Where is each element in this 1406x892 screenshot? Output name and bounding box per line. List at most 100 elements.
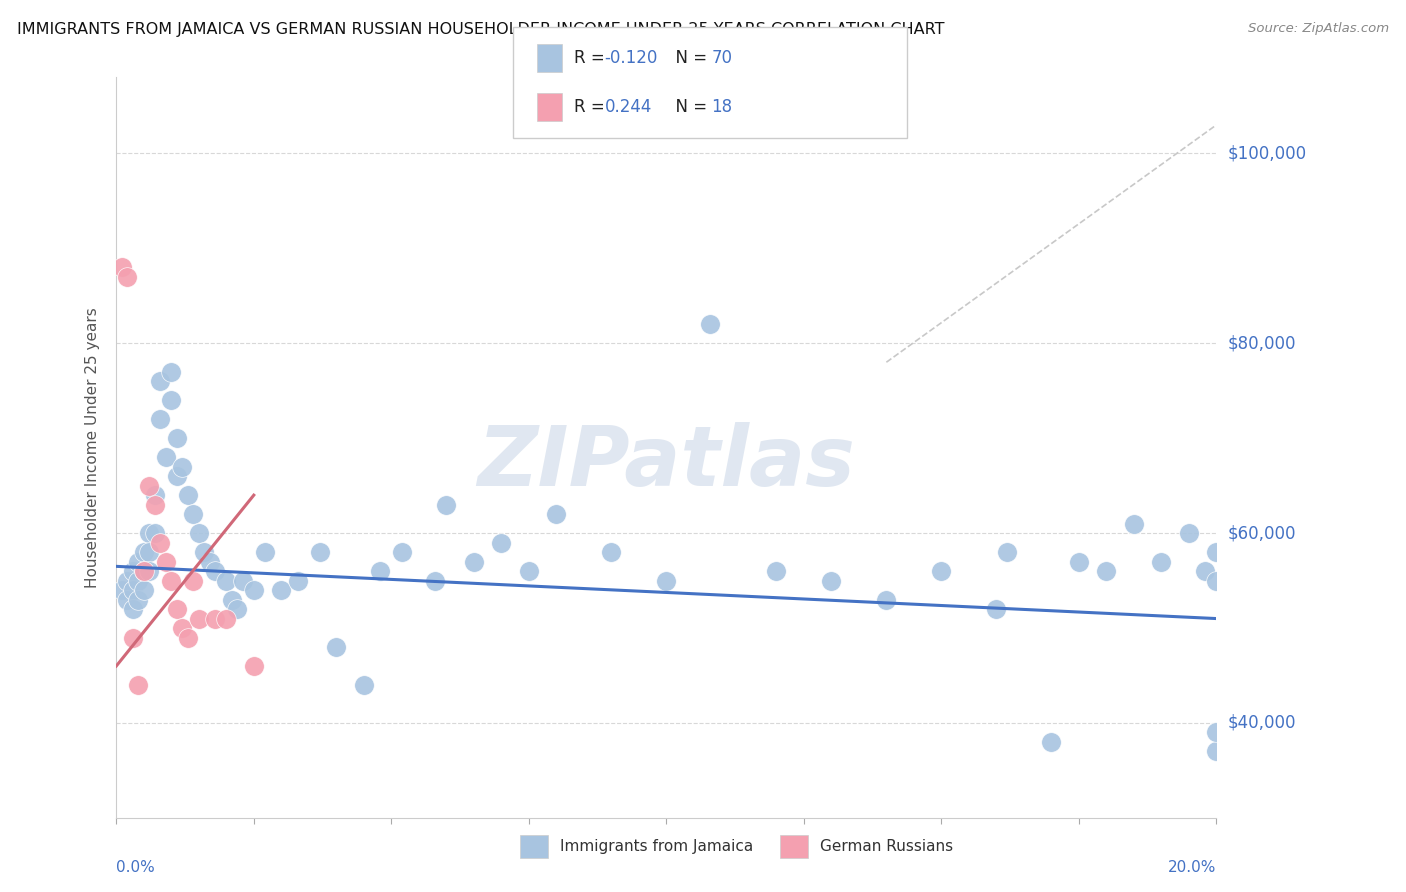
Point (253, 545, 276, 559)
Point (232, 574, 254, 588)
Point (546, 507, 568, 521)
Point (270, 583, 292, 598)
Text: 70: 70 (711, 49, 733, 67)
Point (820, 574, 842, 588)
Point (353, 678, 375, 692)
Point (127, 592, 149, 607)
Point (221, 592, 243, 607)
Point (491, 535, 513, 549)
Point (368, 564, 391, 578)
Text: 0.0%: 0.0% (117, 860, 155, 874)
Point (138, 545, 160, 559)
Point (995, 545, 1018, 559)
Point (215, 574, 238, 588)
Point (181, 574, 204, 588)
Point (325, 640, 347, 654)
Point (132, 564, 155, 578)
Point (121, 583, 143, 598)
Point (121, 631, 143, 645)
Point (166, 431, 188, 445)
Point (138, 478, 160, 492)
Point (121, 602, 143, 616)
Y-axis label: Householder Income Under 25 years: Householder Income Under 25 years (86, 308, 100, 588)
Point (111, 583, 134, 598)
Point (1150, 555, 1173, 569)
Point (434, 498, 457, 512)
Point (204, 611, 226, 625)
Point (155, 450, 177, 465)
Point (172, 621, 194, 635)
Point (127, 678, 149, 692)
Text: 18: 18 (711, 98, 733, 116)
Text: -0.120: -0.120 (605, 49, 658, 67)
Point (1205, 744, 1227, 758)
Point (177, 631, 200, 645)
Point (160, 365, 183, 379)
Text: ZIPatlas: ZIPatlas (478, 422, 855, 503)
Point (166, 602, 188, 616)
Point (875, 592, 897, 607)
Point (1095, 564, 1118, 578)
Point (111, 260, 134, 275)
Point (166, 469, 188, 483)
Text: $60,000: $60,000 (1227, 524, 1296, 542)
Point (308, 545, 330, 559)
Point (1067, 555, 1090, 569)
Point (155, 555, 177, 569)
Point (204, 564, 226, 578)
Point (463, 555, 485, 569)
Point (1122, 516, 1144, 531)
Point (1194, 564, 1216, 578)
Point (1205, 574, 1227, 588)
Point (655, 574, 678, 588)
Point (177, 488, 200, 502)
Text: IMMIGRANTS FROM JAMAICA VS GERMAN RUSSIAN HOUSEHOLDER INCOME UNDER 25 YEARS CORR: IMMIGRANTS FROM JAMAICA VS GERMAN RUSSIA… (17, 22, 945, 37)
Text: German Russians: German Russians (820, 839, 953, 854)
Point (127, 574, 149, 588)
Point (765, 564, 787, 578)
Point (198, 555, 221, 569)
Point (215, 611, 238, 625)
Point (391, 545, 413, 559)
Point (187, 611, 209, 625)
Point (226, 602, 249, 616)
Point (117, 269, 139, 284)
Point (1205, 725, 1227, 739)
Text: $80,000: $80,000 (1227, 334, 1296, 352)
Text: $100,000: $100,000 (1227, 145, 1306, 162)
Point (931, 564, 953, 578)
Point (193, 545, 215, 559)
Point (143, 488, 166, 502)
Point (117, 592, 139, 607)
Point (127, 555, 149, 569)
Point (699, 318, 721, 332)
Point (132, 545, 155, 559)
Text: 0.244: 0.244 (605, 98, 652, 116)
Point (138, 526, 160, 541)
Text: R =: R = (574, 49, 610, 67)
Point (425, 574, 447, 588)
Point (181, 507, 204, 521)
Point (121, 564, 143, 578)
Point (117, 574, 139, 588)
Point (160, 574, 183, 588)
Point (149, 374, 172, 388)
Text: 20.0%: 20.0% (1168, 860, 1216, 874)
Point (243, 583, 266, 598)
Point (1205, 545, 1227, 559)
Text: N =: N = (665, 49, 713, 67)
Text: $40,000: $40,000 (1227, 714, 1296, 732)
Point (149, 412, 172, 426)
Text: N =: N = (665, 98, 713, 116)
Point (149, 535, 172, 549)
Point (1178, 526, 1201, 541)
Point (243, 659, 266, 673)
Point (986, 602, 1008, 616)
Point (143, 498, 166, 512)
Text: Immigrants from Jamaica: Immigrants from Jamaica (560, 839, 752, 854)
Point (172, 459, 194, 474)
Point (143, 526, 166, 541)
Point (600, 545, 623, 559)
Point (160, 393, 183, 408)
Point (138, 564, 160, 578)
